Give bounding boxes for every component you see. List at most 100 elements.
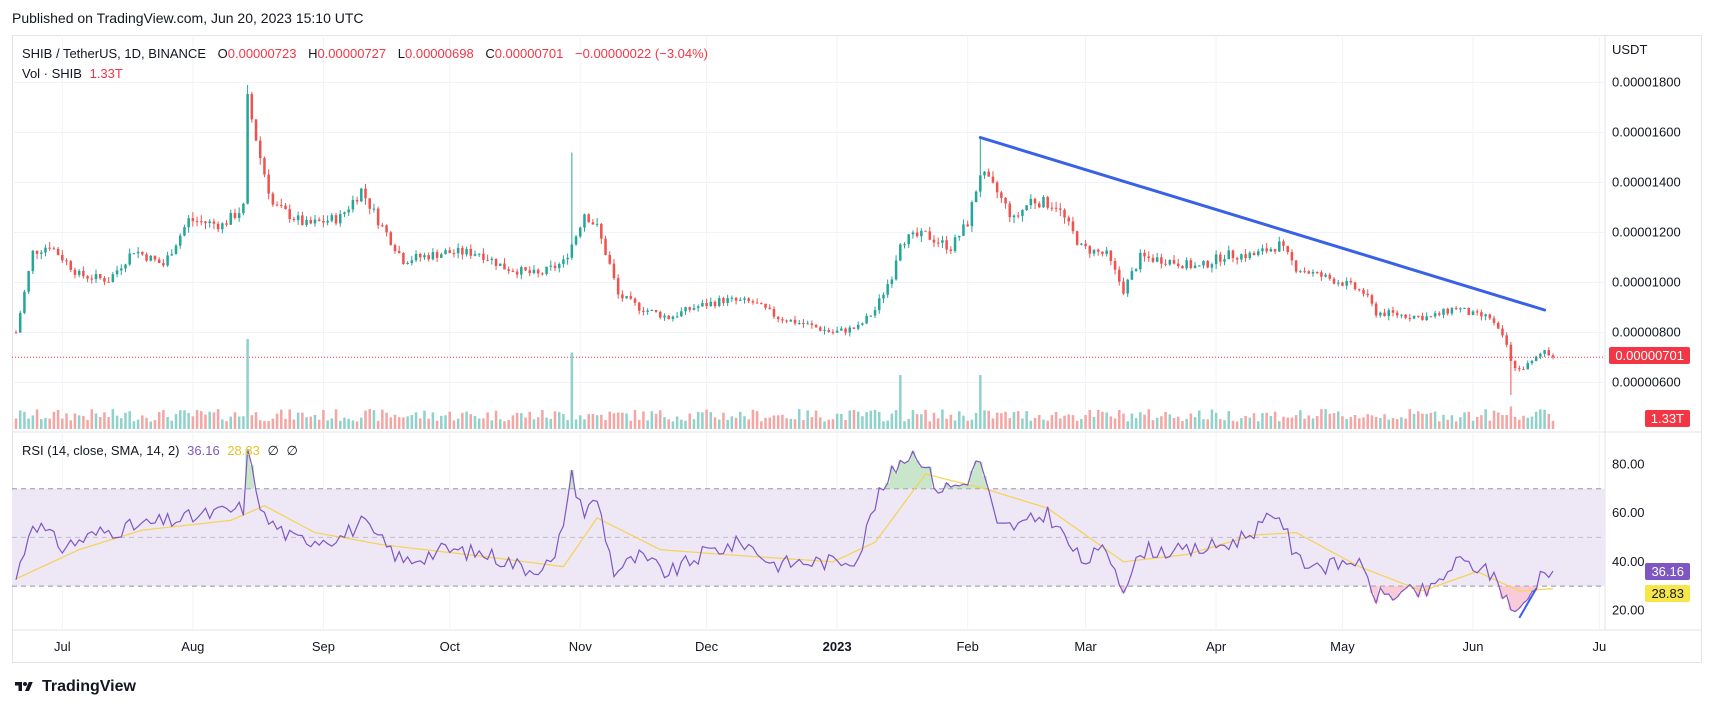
candle-body	[642, 310, 645, 312]
volume-bar	[1092, 416, 1096, 429]
volume-bar	[844, 420, 847, 429]
candle-body	[709, 301, 713, 307]
candle-body	[107, 281, 110, 283]
volume-bar	[305, 417, 308, 429]
volume-bar	[545, 417, 548, 429]
candle-body	[1088, 246, 1092, 254]
volume-bar	[14, 418, 18, 429]
candle-body	[1240, 254, 1243, 260]
volume-bar	[621, 412, 624, 429]
volume-bar	[124, 412, 127, 429]
candle-body	[659, 311, 662, 318]
candle-body	[1358, 289, 1361, 291]
volume-bar	[52, 411, 56, 429]
tradingview-footer[interactable]: TradingView	[12, 678, 136, 696]
volume-bar	[65, 413, 68, 429]
volume-bar	[553, 411, 557, 429]
candle-body	[1101, 251, 1104, 254]
rsi-tick-label: 60.00	[1612, 505, 1645, 520]
volume-legend[interactable]: Vol · SHIB 1.33T	[22, 66, 127, 81]
candle-body	[128, 253, 131, 265]
candle-body	[557, 264, 561, 269]
volume-bar	[385, 412, 388, 429]
rsi-legend[interactable]: RSI (14, close, SMA, 14, 2) 36.16 28.83 …	[22, 443, 302, 459]
volume-bar	[183, 410, 186, 429]
volume-bar	[730, 416, 734, 429]
low-label: L	[397, 46, 405, 61]
candle-body	[1227, 250, 1231, 260]
volume-bar	[1240, 418, 1243, 429]
volume-bar	[233, 412, 237, 429]
volume-bar	[330, 418, 334, 429]
symbol-label[interactable]: SHIB / TetherUS, 1D, BINANCE	[22, 46, 206, 61]
candle-body	[1416, 315, 1420, 317]
volume-bar	[1282, 416, 1285, 429]
time-tick-label: May	[1330, 639, 1355, 654]
candle-body	[461, 247, 464, 255]
volume-bar	[452, 420, 456, 429]
candle-body	[1282, 241, 1285, 246]
volume-bar	[663, 417, 666, 429]
candle-body	[149, 255, 153, 261]
volume-bar	[1075, 420, 1079, 429]
volume-bar	[717, 419, 721, 429]
candle-body	[600, 223, 603, 239]
volume-bar	[1219, 419, 1222, 429]
candle-body	[280, 204, 283, 206]
candle-body	[237, 213, 241, 219]
volume-bar	[1248, 417, 1252, 429]
candle-body	[1219, 254, 1222, 262]
candle-body	[583, 214, 586, 228]
candle-body	[1109, 250, 1113, 261]
price-legend[interactable]: SHIB / TetherUS, 1D, BINANCE O0.00000723…	[22, 46, 712, 61]
volume-bar	[1307, 415, 1311, 429]
candle-body	[120, 268, 123, 271]
volume-bar	[1446, 419, 1449, 429]
candle-body	[431, 252, 435, 260]
candle-body	[760, 303, 763, 305]
candle-body	[486, 259, 489, 261]
candle-body	[612, 263, 616, 279]
candle-body	[73, 269, 77, 275]
volume-bar	[1185, 418, 1188, 429]
chart-frame[interactable]	[12, 35, 1702, 663]
volume-bar	[1118, 410, 1121, 429]
candle-body	[646, 310, 649, 312]
candle-body	[385, 225, 388, 233]
volume-bar	[1320, 409, 1323, 429]
volume-bar	[557, 412, 561, 429]
volume-bar	[267, 421, 270, 429]
candle-body	[1324, 274, 1327, 277]
volume-bar	[1290, 417, 1294, 429]
price-pane	[12, 85, 1605, 395]
candle-body	[1252, 252, 1256, 256]
volume-bar	[709, 412, 713, 429]
candle-body	[322, 220, 325, 223]
volume-bar	[48, 418, 51, 429]
time-tick-label: 2023	[823, 639, 852, 654]
volume-bar	[856, 411, 860, 429]
volume-bar	[334, 409, 338, 429]
candle-body	[456, 247, 460, 254]
volume-bar	[98, 417, 102, 429]
time-tick-label: Ju	[1592, 639, 1606, 654]
volume-bar	[1202, 419, 1205, 429]
volume-bar	[1442, 414, 1445, 429]
volume-bar	[945, 418, 948, 429]
high-value: 0.00000727	[317, 46, 387, 61]
candle-body	[27, 271, 30, 292]
volume-bar	[115, 415, 119, 429]
candle-body	[440, 254, 443, 258]
candle-body	[945, 240, 948, 250]
candle-body	[962, 224, 965, 236]
candle-body	[1408, 317, 1412, 319]
rsi-pane	[12, 449, 1605, 619]
volume-bar	[1429, 412, 1433, 429]
volume-bar	[1109, 416, 1113, 429]
candle-body	[212, 221, 216, 224]
candle-body	[566, 257, 569, 260]
candle-body	[351, 199, 355, 210]
volume-bar	[983, 410, 986, 429]
candle-body	[924, 230, 927, 232]
